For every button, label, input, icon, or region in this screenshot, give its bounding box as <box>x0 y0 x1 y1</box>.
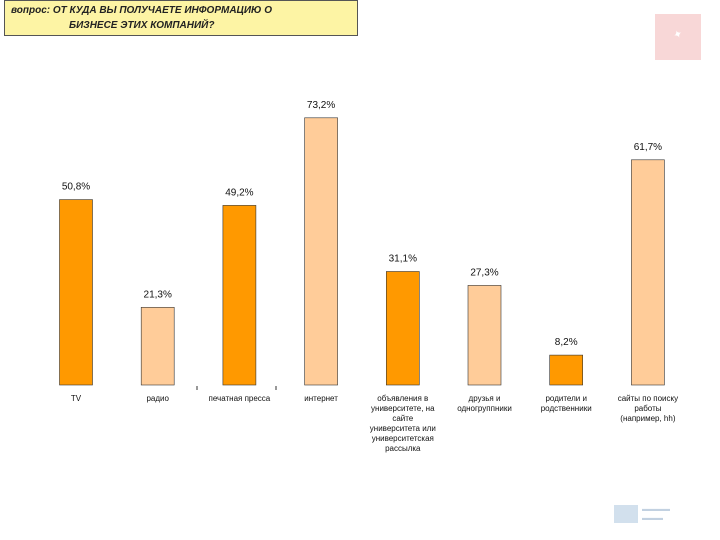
bar-6 <box>467 285 502 386</box>
bar-5 <box>385 271 420 386</box>
category-label-6: друзья и одногруппники <box>457 394 512 413</box>
bar-1 <box>59 199 93 386</box>
category-label-7: родители и родственники <box>541 394 592 413</box>
data-label-6: 27,3% <box>470 267 498 278</box>
data-label-3: 49,2% <box>225 187 253 198</box>
bar-4 <box>304 117 338 386</box>
data-label-1: 50,8% <box>62 182 90 193</box>
data-label-5: 31,1% <box>389 254 417 265</box>
watermark-logo: ▬▬▬▬ ▬▬▬ <box>614 505 704 527</box>
data-label-4: 73,2% <box>307 100 335 111</box>
bar-7 <box>549 354 584 386</box>
category-label-2: радио <box>146 394 169 403</box>
data-label-2: 21,3% <box>144 289 172 300</box>
brand-logo: ✦ <box>655 14 701 60</box>
question-line-2: БИЗНЕСЕ ЭТИХ КОМПАНИЙ? <box>69 20 215 31</box>
bar-8 <box>631 159 665 386</box>
watermark-mark: ▬▬▬▬ ▬▬▬ <box>642 506 670 522</box>
bar-2 <box>140 306 175 386</box>
bar-3 <box>222 205 257 386</box>
data-label-7: 8,2% <box>555 337 578 348</box>
question-box: вопрос: ОТ КУДА ВЫ ПОЛУЧАЕТЕ ИНФОРМАЦИЮ … <box>4 0 358 36</box>
data-label-8: 61,7% <box>634 142 662 153</box>
watermark-icon <box>614 505 638 523</box>
category-label-1: TV <box>71 394 82 403</box>
category-label-8: сайты по поиску работы (например, hh) <box>618 394 678 423</box>
category-label-3: печатная пресса <box>209 394 271 403</box>
category-label-5: объявления в университете, на сайте универс… <box>370 394 436 453</box>
category-label-4: интернет <box>304 394 338 403</box>
question-line-1: вопрос: ОТ КУДА ВЫ ПОЛУЧАЕТЕ ИНФОРМАЦИЮ … <box>11 5 273 16</box>
